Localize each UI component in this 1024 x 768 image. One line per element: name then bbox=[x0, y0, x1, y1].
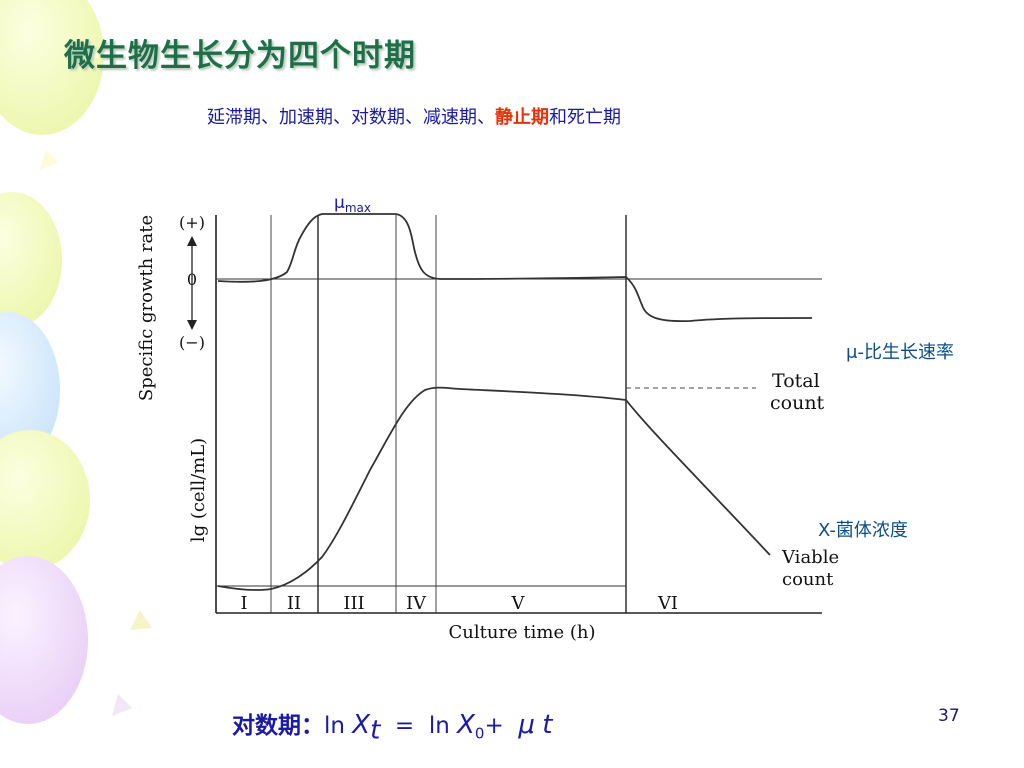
viable-count-label-1: Viable bbox=[781, 547, 839, 568]
x-axis-label: Culture time (h) bbox=[449, 622, 596, 643]
log-phase-formula: 对数期：ln Xt = ln X0+ μ t bbox=[232, 706, 552, 746]
balloon-purple bbox=[0, 556, 88, 724]
cell-concentration-curve bbox=[217, 386, 771, 591]
formula-var-x: X bbox=[352, 710, 371, 740]
zero-label: 0 bbox=[187, 270, 197, 289]
mu-max-label: μmax bbox=[334, 193, 371, 215]
specific-growth-rate-curve bbox=[217, 213, 813, 323]
y-axis-top-label: Specific growth rate bbox=[136, 215, 157, 401]
balloon-yellow-low bbox=[0, 430, 90, 570]
confetti-triangle bbox=[82, 40, 100, 58]
y-axis-bottom-label: lg (cell/mL) bbox=[188, 438, 209, 542]
subtitle-highlight: 静止期 bbox=[495, 107, 549, 128]
formula-plus: + bbox=[484, 713, 504, 739]
formula-sub-t: t bbox=[370, 715, 381, 746]
specific-growth-rate-note: μ-比生长速率 bbox=[846, 342, 954, 363]
phase-label-3: III bbox=[343, 593, 364, 614]
formula-sub-0: 0 bbox=[474, 724, 485, 743]
total-count-label-1: Total bbox=[772, 370, 820, 392]
confetti-triangle bbox=[40, 150, 58, 170]
formula-t: t bbox=[542, 710, 553, 740]
confetti-triangle bbox=[130, 610, 152, 630]
total-count-label-2: count bbox=[770, 392, 825, 414]
balloon-yellow-top bbox=[0, 0, 104, 135]
phase-label-1: I bbox=[240, 593, 247, 614]
phase-label-5: V bbox=[511, 593, 526, 614]
balloon-blue bbox=[0, 312, 60, 468]
formula-equals: = bbox=[394, 713, 415, 739]
subtitle-text-end: 和死亡期 bbox=[549, 107, 621, 128]
balloon-yellow-mid bbox=[0, 192, 62, 328]
plus-label: (+) bbox=[179, 213, 205, 232]
mu-max-base: μ bbox=[334, 193, 345, 213]
formula-ln: ln bbox=[428, 713, 450, 739]
viable-count-label-2: count bbox=[782, 569, 834, 590]
slide-title: 微生物生长分为四个时期 bbox=[64, 38, 416, 74]
page-number: 37 bbox=[938, 706, 960, 726]
formula-label: 对数期： bbox=[232, 713, 324, 739]
subtitle-text: 延滞期、加速期、对数期、减速期、 bbox=[207, 107, 495, 128]
formula-mu: μ bbox=[518, 710, 535, 740]
y-axis-arrow-up bbox=[187, 236, 197, 246]
minus-label: (−) bbox=[179, 333, 205, 352]
confetti-triangle bbox=[112, 694, 132, 716]
mu-max-sub: max bbox=[345, 201, 371, 215]
y-axis-arrow-down bbox=[187, 320, 197, 330]
formula-ln: ln bbox=[324, 713, 345, 739]
phase-label-6: VI bbox=[657, 593, 678, 614]
phase-label-4: IV bbox=[406, 593, 427, 614]
formula-var-x0: X bbox=[457, 710, 475, 740]
phase-label-2: II bbox=[287, 593, 301, 614]
cell-concentration-note: X-菌体浓度 bbox=[818, 520, 908, 541]
phase-list-subtitle: 延滞期、加速期、对数期、减速期、静止期和死亡期 bbox=[207, 103, 621, 129]
